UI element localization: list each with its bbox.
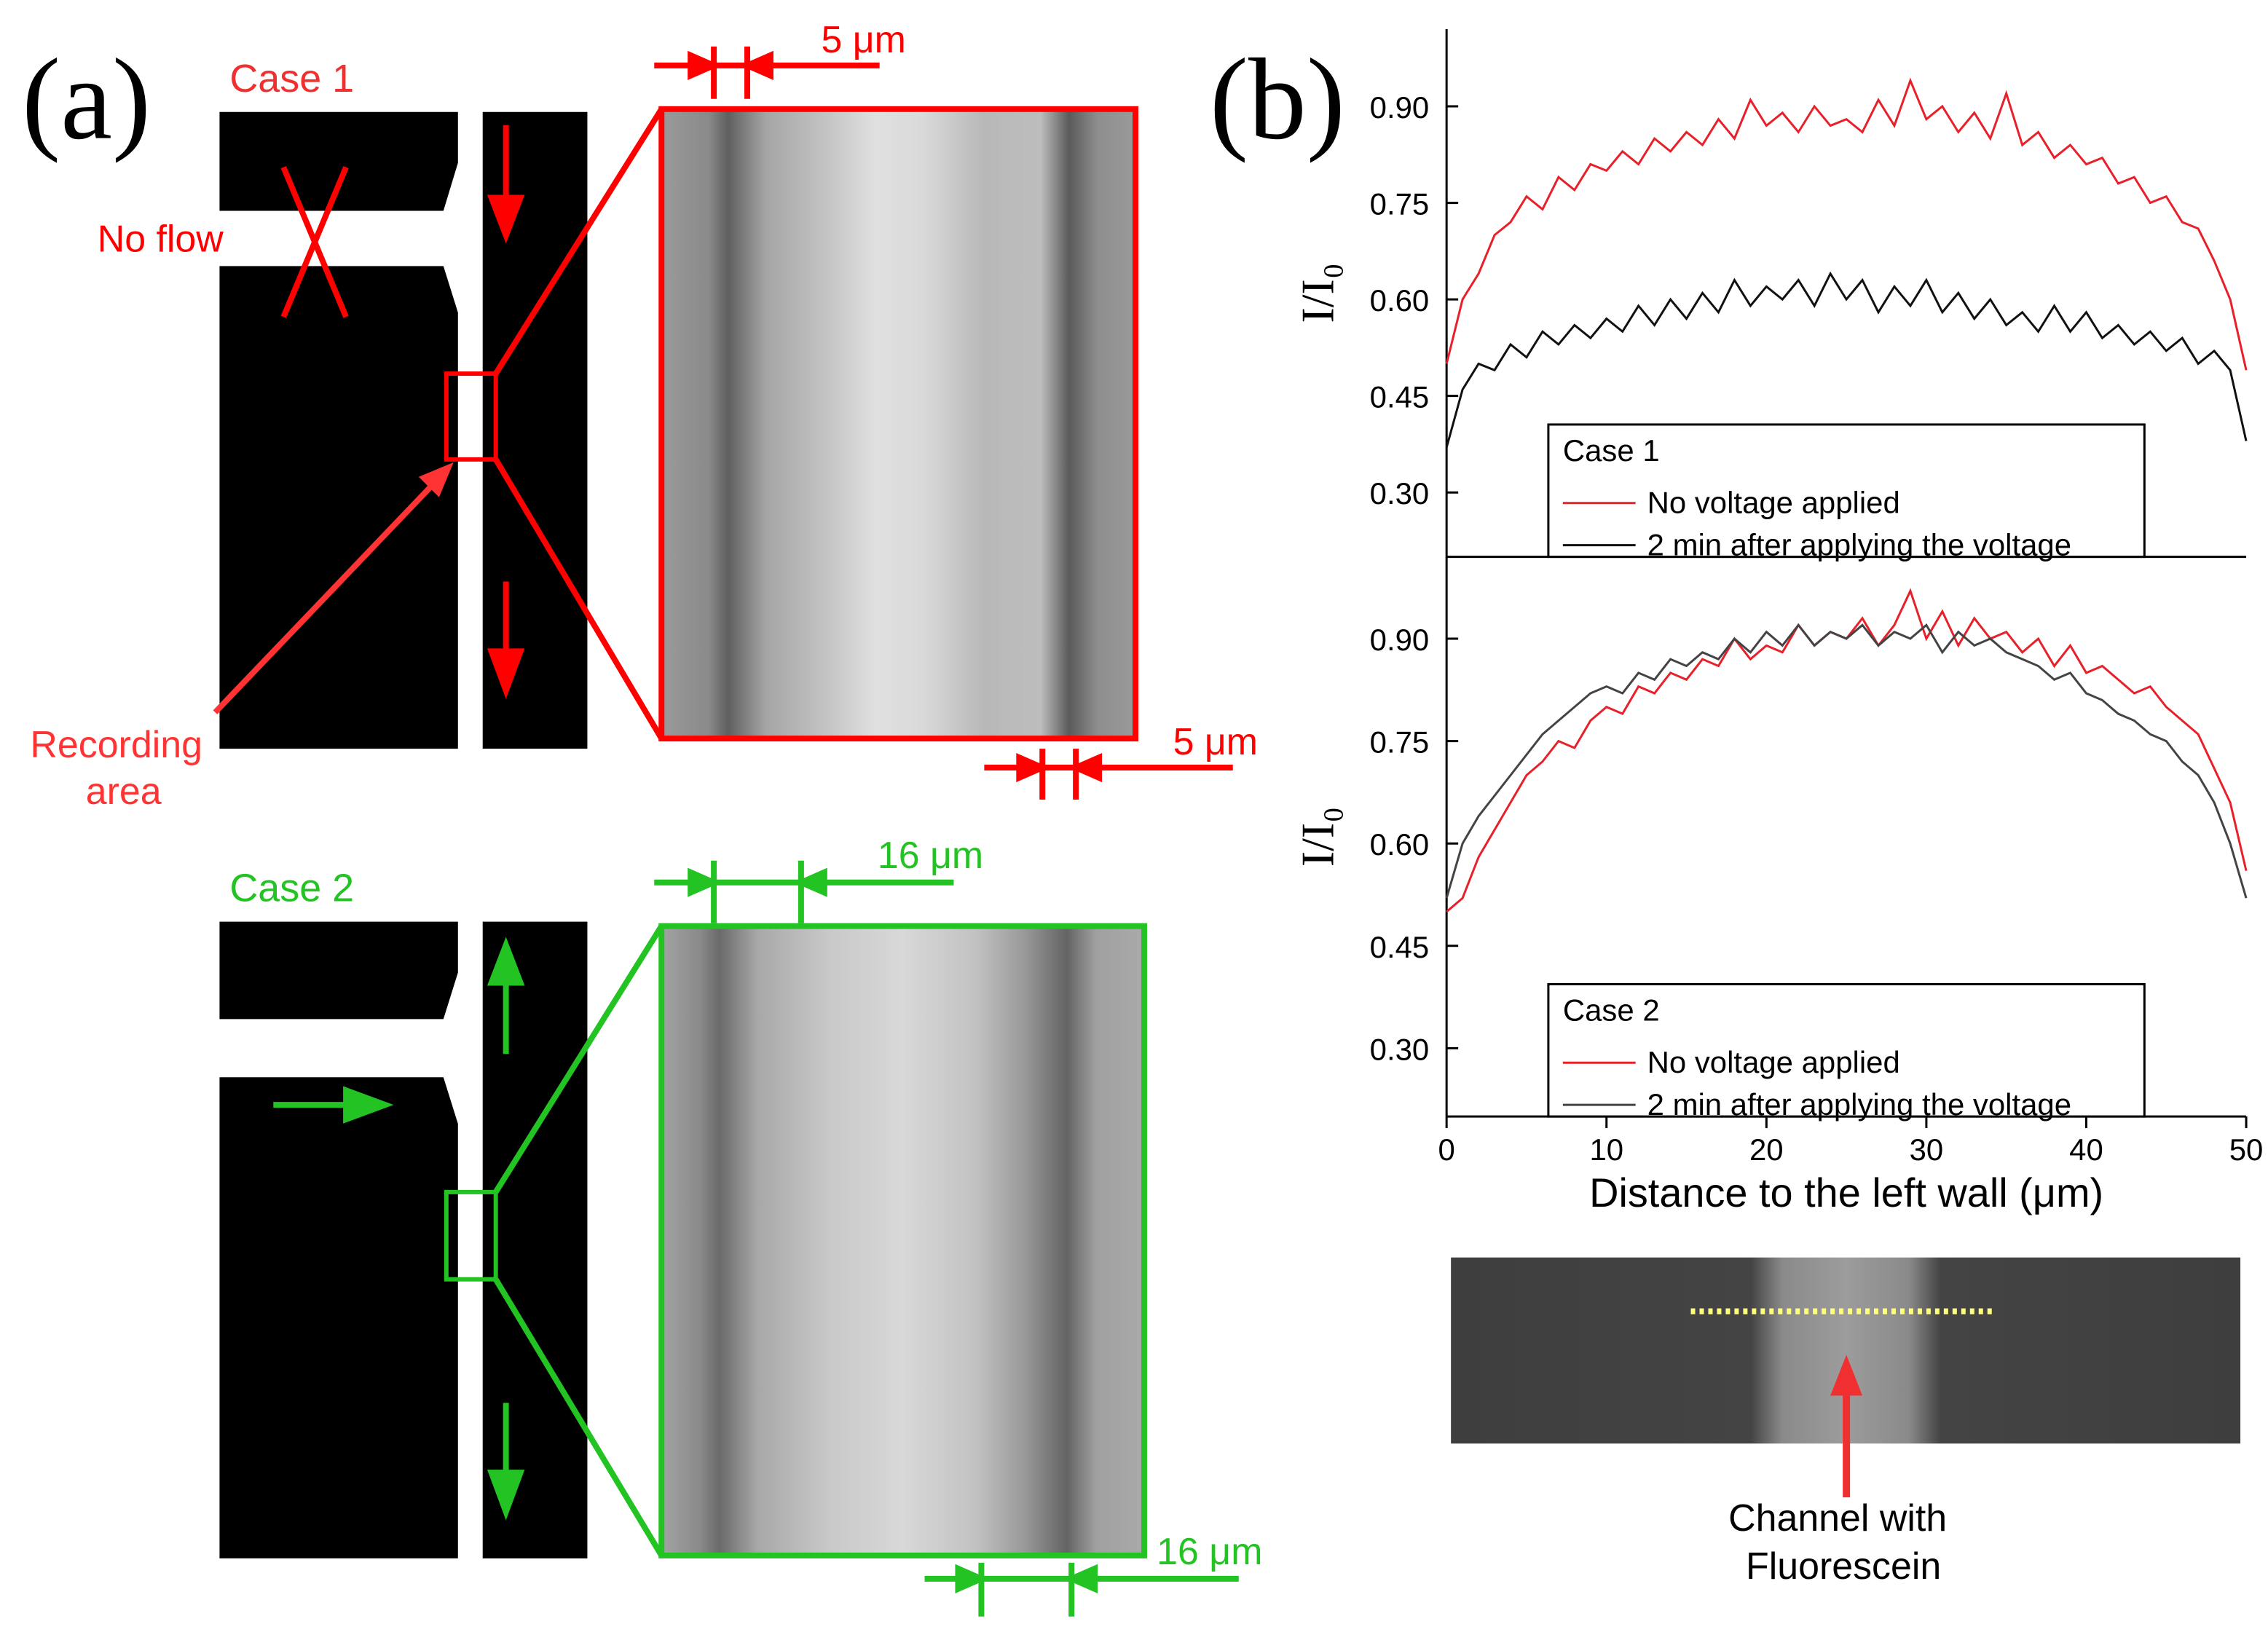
- panel-label: (a): [22, 35, 151, 164]
- pointer-arrowhead: [418, 462, 454, 497]
- y-tick-label: 0.75: [1370, 725, 1430, 760]
- legend-box: [1547, 982, 2146, 1118]
- legend-title: Case 2: [1563, 993, 1660, 1027]
- data-line: [1445, 77, 2248, 371]
- caption: Fluorescein: [1746, 1545, 1941, 1587]
- legend-label: No voltage applied: [1647, 1045, 1900, 1079]
- y-tick-label: 0.75: [1370, 187, 1430, 221]
- panel-label: (b): [1210, 35, 1345, 164]
- channel-wall: [219, 266, 458, 749]
- legend-box: [1547, 423, 2146, 559]
- y-tick-label: 0.90: [1370, 90, 1430, 125]
- cross: [280, 166, 349, 318]
- zoom-line: [493, 1277, 664, 1557]
- scale-bar: [654, 46, 1233, 800]
- y-tick-label: 0.60: [1370, 827, 1430, 862]
- pointer-arrow: [213, 482, 436, 714]
- zoom-line: [493, 107, 664, 376]
- y-tick-label: 0.90: [1370, 623, 1430, 657]
- case1-schematic: Case 1 No flow Recording area 5 μm 5 μm: [30, 18, 1258, 812]
- x-tick-label: 40: [2069, 1132, 2103, 1167]
- legend-label: 2 min after applying the voltage: [1647, 1087, 2071, 1121]
- y-axis-label: I/I₀: [1291, 263, 1343, 323]
- legend-title: Case 1: [1563, 433, 1660, 468]
- y-tick-label: 0.30: [1370, 476, 1430, 511]
- recording-box: [444, 1189, 498, 1282]
- scale-label: 16 μm: [1157, 1530, 1262, 1572]
- flow-arrows: [273, 937, 525, 1521]
- y-tick-label: 0.45: [1370, 380, 1430, 414]
- x-tick-label: 0: [1438, 1132, 1455, 1167]
- recording-box: [444, 371, 498, 462]
- recording-label: Recording: [30, 723, 202, 765]
- scale-label: 16 μm: [878, 834, 983, 876]
- legend-label: No voltage applied: [1647, 486, 1900, 520]
- main-channel: [482, 921, 588, 1558]
- x-axis-label: Distance to the left wall (μm): [1589, 1170, 2103, 1215]
- data-line: [1445, 271, 2248, 448]
- x-tick-label: 30: [1910, 1132, 1944, 1167]
- y-tick-label: 0.60: [1370, 283, 1430, 318]
- scale-bar: [654, 860, 1239, 1617]
- micrograph: [658, 923, 1147, 1558]
- channel-wall: [219, 111, 458, 211]
- no-flow-label: No flow: [98, 217, 224, 259]
- data-line: [1445, 623, 2248, 899]
- scale-label: 5 μm: [1173, 720, 1258, 762]
- recording-label: area: [86, 770, 162, 812]
- case-title: Case 1: [229, 57, 354, 100]
- x-tick-label: 50: [2229, 1132, 2264, 1167]
- y-axis-label: I/I₀: [1291, 807, 1343, 867]
- scale-label: 5 μm: [822, 18, 906, 60]
- channel-wall: [219, 1077, 458, 1558]
- micrograph: [658, 106, 1138, 742]
- zoom-line: [493, 924, 664, 1194]
- caption: Channel with: [1728, 1497, 1947, 1539]
- zoom-line: [493, 457, 664, 741]
- legend-label: 2 min after applying the voltage: [1647, 528, 2071, 562]
- case-title: Case 2: [229, 867, 354, 910]
- flow-arrows: [487, 125, 525, 699]
- x-tick-label: 10: [1589, 1132, 1623, 1167]
- y-tick-label: 0.30: [1370, 1032, 1430, 1066]
- case2-schematic: Case 2 16 μm 16 μm: [219, 834, 1262, 1617]
- x-tick-label: 20: [1749, 1132, 1784, 1167]
- channel-wall: [219, 921, 458, 1020]
- pointer-arrowhead: [1830, 1355, 1863, 1396]
- y-tick-label: 0.45: [1370, 930, 1430, 964]
